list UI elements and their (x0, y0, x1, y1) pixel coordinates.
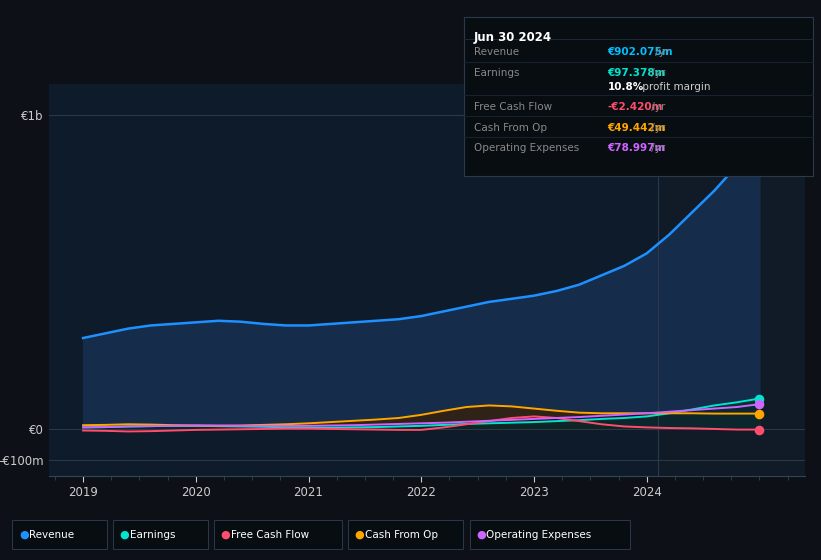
Text: Operating Expenses: Operating Expenses (486, 530, 591, 540)
Text: Cash From Op: Cash From Op (474, 123, 547, 133)
Text: /yr: /yr (653, 47, 670, 57)
Text: €78.997m: €78.997m (608, 143, 666, 153)
Text: Jun 30 2024: Jun 30 2024 (474, 31, 552, 44)
Text: Earnings: Earnings (474, 68, 519, 78)
Text: /yr: /yr (648, 68, 665, 78)
Text: Earnings: Earnings (130, 530, 175, 540)
Text: /yr: /yr (648, 123, 665, 133)
Text: ●: ● (221, 530, 231, 540)
Text: 10.8%: 10.8% (608, 82, 644, 92)
Text: ●: ● (120, 530, 130, 540)
Text: profit margin: profit margin (639, 82, 710, 92)
Text: /yr: /yr (648, 143, 665, 153)
Point (753, 425, 766, 434)
Text: Free Cash Flow: Free Cash Flow (231, 530, 309, 540)
Text: €97.378m: €97.378m (608, 68, 666, 78)
Text: ●: ● (355, 530, 365, 540)
Point (753, 394, 766, 403)
Bar (658, 84, 805, 476)
Text: -€2.420m: -€2.420m (608, 102, 663, 112)
Text: ●: ● (476, 530, 486, 540)
Text: Revenue: Revenue (474, 47, 519, 57)
Text: ●: ● (19, 530, 29, 540)
Text: Cash From Op: Cash From Op (365, 530, 438, 540)
Text: €49.442m: €49.442m (608, 123, 666, 133)
Text: Operating Expenses: Operating Expenses (474, 143, 579, 153)
Text: /yr: /yr (648, 102, 665, 112)
Text: Revenue: Revenue (29, 530, 74, 540)
Text: Free Cash Flow: Free Cash Flow (474, 102, 552, 112)
Text: €902.075m: €902.075m (608, 47, 673, 57)
Point (753, 142, 766, 151)
Point (753, 409, 766, 418)
Point (753, 400, 766, 409)
